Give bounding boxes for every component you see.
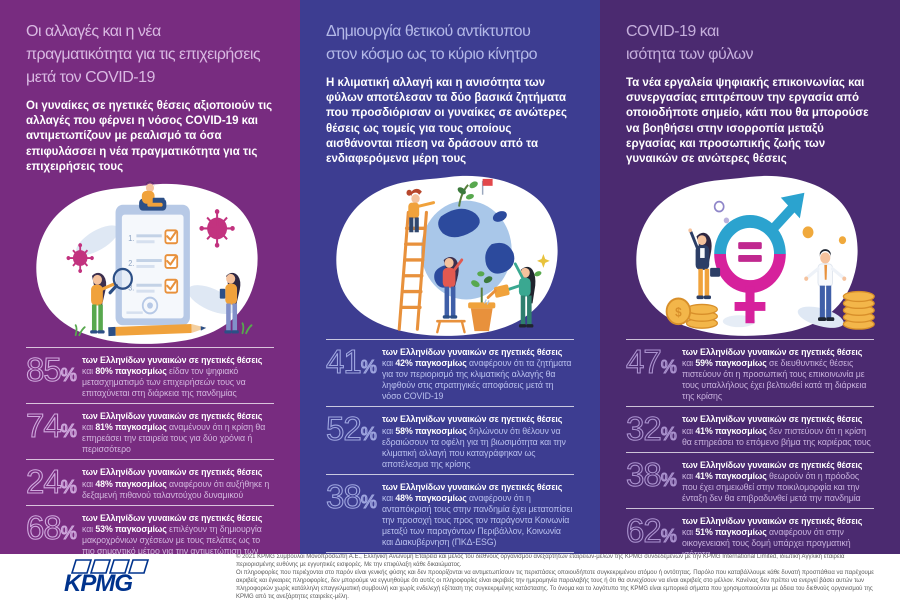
stat-text: των Ελληνίδων γυναικών σε ηγετικές θέσει… <box>682 414 871 447</box>
stat-row: 85% των Ελληνίδων γυναικών σε ηγετικές θ… <box>25 346 274 403</box>
woman-watering-icon <box>483 262 536 328</box>
stat-text: των Ελληνίδων γυναικών σε ηγετικές θέσει… <box>382 481 573 548</box>
panel-row: Οι αλλαγές και η νέα πραγματικότητα για … <box>0 0 900 554</box>
flag-icon <box>481 178 493 195</box>
stat-row: 38% των Ελληνίδων γυναικών σε ηγετικές θ… <box>326 552 574 554</box>
panel-subtitle: Τα νέα εργαλεία ψηφιακής επικοινωνίας κα… <box>626 77 869 165</box>
panel-covid-gender-equality: COVID-19 και ισότητα των φύλων Τα νέα ερ… <box>600 0 900 554</box>
stat-text: των Ελληνίδων γυναικών σε ηγετικές θέσει… <box>682 515 863 554</box>
panel-title: Οι αλλαγές και η νέα πραγματικότητα για … <box>26 20 274 89</box>
title-line: Δημιουργία θετικού αντίκτυπου <box>326 23 531 40</box>
stat-value: 38% <box>625 455 677 493</box>
panel-changes-new-reality: Οι αλλαγές και η νέα πραγματικότητα για … <box>0 0 300 554</box>
kpmg-logo: KPMG <box>62 558 158 599</box>
svg-text:1.: 1. <box>128 234 134 243</box>
checklist-clipboard-illustration: 1. 2. 3. <box>14 179 286 347</box>
stat-row: 32% των Ελληνίδων γυναικών σε ηγετικές θ… <box>625 406 874 451</box>
stat-text: των Ελληνίδων γυναικών σε ηγετικές θέσει… <box>82 512 263 554</box>
stat-row: 47% των Ελληνίδων γυναικών σε ηγετικές θ… <box>625 339 874 406</box>
svg-text:$: $ <box>675 305 682 320</box>
stat-row: 24% των Ελληνίδων γυναικών σε ηγετικές θ… <box>25 459 274 504</box>
stat-value: 74% <box>25 407 77 445</box>
title-line: μετά τον COVID-19 <box>26 69 155 86</box>
watering-can-icon <box>483 284 510 305</box>
pencil-icon <box>108 323 207 336</box>
title-line: COVID-19 και <box>626 23 719 40</box>
stat-value: 52% <box>325 410 377 448</box>
stat-row: 38% των Ελληνίδων γυναικών σε ηγετικές θ… <box>625 451 874 508</box>
stat-value: 47% <box>625 343 677 381</box>
stat-text: των Ελληνίδων γυναικών σε ηγετικές θέσει… <box>382 347 572 402</box>
woman-with-laptop-icon <box>141 181 165 207</box>
stat-text: των Ελληνίδων γυναικών σε ηγετικές θέσει… <box>382 414 566 469</box>
panel-title: Δημιουργία θετικού αντίκτυπου στον κόσμο… <box>326 20 574 66</box>
grass-icon <box>74 322 253 336</box>
stat-text: των Ελληνίδων γυναικών σε ηγετικές θέσει… <box>82 411 266 455</box>
standing-woman-icon <box>436 257 466 334</box>
virus-icon <box>199 209 235 248</box>
sprout-icon <box>457 181 478 207</box>
stat-row: 52% των Ελληνίδων γυναικών σε ηγετικές θ… <box>325 406 574 473</box>
globe-care-illustration <box>314 171 586 339</box>
stat-value: 38% <box>325 477 377 515</box>
stat-row: 68% των Ελληνίδων γυναικών σε ηγετικές θ… <box>25 504 274 554</box>
disclaimer-copyright: © 2021 KPMG Σύμβουλοι Μονοπρόσωπη Α.Ε., … <box>236 553 845 568</box>
sparkle-icon <box>534 254 550 277</box>
stat-value: 24% <box>25 463 77 501</box>
stat-value: 41% <box>325 343 377 381</box>
svg-text:2.: 2. <box>128 259 134 268</box>
disclaimer-body: Οι πληροφορίες που περιέχονται στο παρόν… <box>236 569 874 600</box>
panel-subtitle: Οι γυναίκες σε ηγετικές θέσεις αξιοποιού… <box>26 100 273 173</box>
stats-list: 41% των Ελληνίδων γυναικών σε ηγετικές θ… <box>325 339 574 554</box>
panel-title: COVID-19 και ισότητα των φύλων <box>626 20 874 66</box>
stats-list: 47% των Ελληνίδων γυναικών σε ηγετικές θ… <box>625 339 874 554</box>
stat-text: των Ελληνίδων γυναικών σε ηγετικές θέσει… <box>82 467 270 500</box>
panel-subtitle: Η κλιματική αλλαγή και η ανισότητα των φ… <box>326 77 567 165</box>
coin-stack-icon <box>842 290 875 330</box>
legal-disclaimer: © 2021 KPMG Σύμβουλοι Μονοπρόσωπη Α.Ε., … <box>236 553 884 600</box>
ladder-icon <box>397 210 428 331</box>
stat-row: 41% των Ελληνίδων γυναικών σε ηγετικές θ… <box>325 339 574 406</box>
footer: KPMG © 2021 KPMG Σύμβουλοι Μονοπρόσωπη Α… <box>0 554 900 600</box>
title-line: ισότητα των φύλων <box>626 46 754 63</box>
clipboard-checklist-icon: 1. 2. 3. <box>115 198 190 326</box>
gender-equality-illustration: $ <box>614 171 886 339</box>
standing-woman-icon <box>219 272 241 334</box>
gender-equality-icon <box>714 192 805 324</box>
svg-text:KPMG: KPMG <box>64 570 132 594</box>
stat-row: 62% των Ελληνίδων γυναικών σε ηγετικές θ… <box>625 507 874 554</box>
stat-text: των Ελληνίδων γυναικών σε ηγετικές θέσει… <box>682 347 867 402</box>
title-line: στον κόσμο ως το κύριο κίνητρο <box>326 46 538 63</box>
virus-icon <box>66 242 94 273</box>
woman-on-ladder-icon <box>406 188 436 233</box>
stat-value: 62% <box>625 511 677 549</box>
stats-list: 85% των Ελληνίδων γυναικών σε ηγετικές θ… <box>25 346 274 554</box>
title-line: πραγματικότητα για τις επιχειρήσεις <box>26 46 261 63</box>
stat-text: των Ελληνίδων γυναικών σε ηγετικές θέσει… <box>682 459 863 503</box>
potted-plant-icon <box>468 271 496 332</box>
stat-value: 32% <box>625 410 677 448</box>
svg-text:3.: 3. <box>128 283 134 292</box>
woman-with-magnifier-icon <box>90 267 133 334</box>
stat-row: 38% των Ελληνίδων γυναικών σε ηγετικές θ… <box>325 473 574 552</box>
title-line: Οι αλλαγές και η νέα <box>26 23 161 40</box>
businessman-icon <box>804 249 847 322</box>
coin-stack-icon: $ <box>665 297 718 329</box>
stat-value: 68% <box>25 508 77 546</box>
businesswoman-icon <box>688 228 721 300</box>
stat-text: των Ελληνίδων γυναικών σε ηγετικές θέσει… <box>82 354 263 399</box>
stat-row: 74% των Ελληνίδων γυναικών σε ηγετικές θ… <box>25 403 274 459</box>
stat-value: 85% <box>25 350 77 388</box>
panel-positive-impact: Δημιουργία θετικού αντίκτυπου στον κόσμο… <box>300 0 600 554</box>
